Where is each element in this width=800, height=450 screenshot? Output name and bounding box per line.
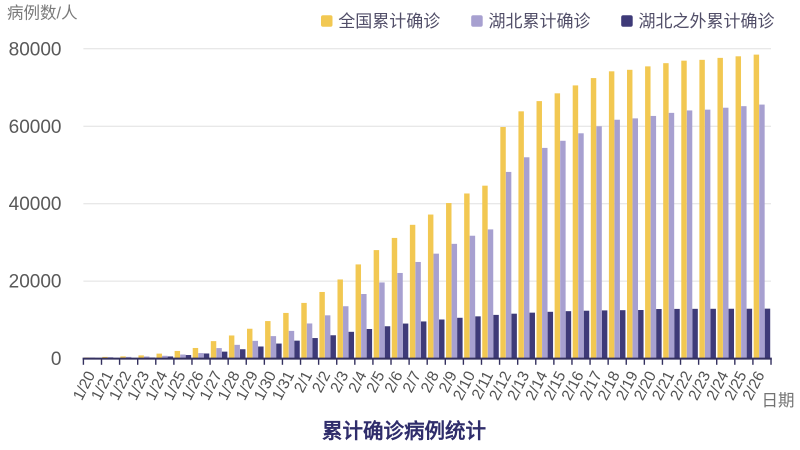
svg-text:20000: 20000: [9, 272, 62, 293]
svg-text:60000: 60000: [9, 117, 62, 138]
svg-text:日期: 日期: [762, 391, 795, 410]
svg-text:湖北累计确诊: 湖北累计确诊: [489, 12, 591, 31]
svg-text:病例数/人: 病例数/人: [7, 4, 78, 23]
svg-text:累计确诊病例统计: 累计确诊病例统计: [322, 419, 486, 443]
svg-text:湖北之外累计确诊: 湖北之外累计确诊: [639, 12, 775, 31]
svg-text:40000: 40000: [9, 194, 62, 215]
svg-text:全国累计确诊: 全国累计确诊: [338, 12, 440, 31]
svg-text:80000: 80000: [9, 39, 62, 60]
svg-text:0: 0: [51, 349, 62, 370]
